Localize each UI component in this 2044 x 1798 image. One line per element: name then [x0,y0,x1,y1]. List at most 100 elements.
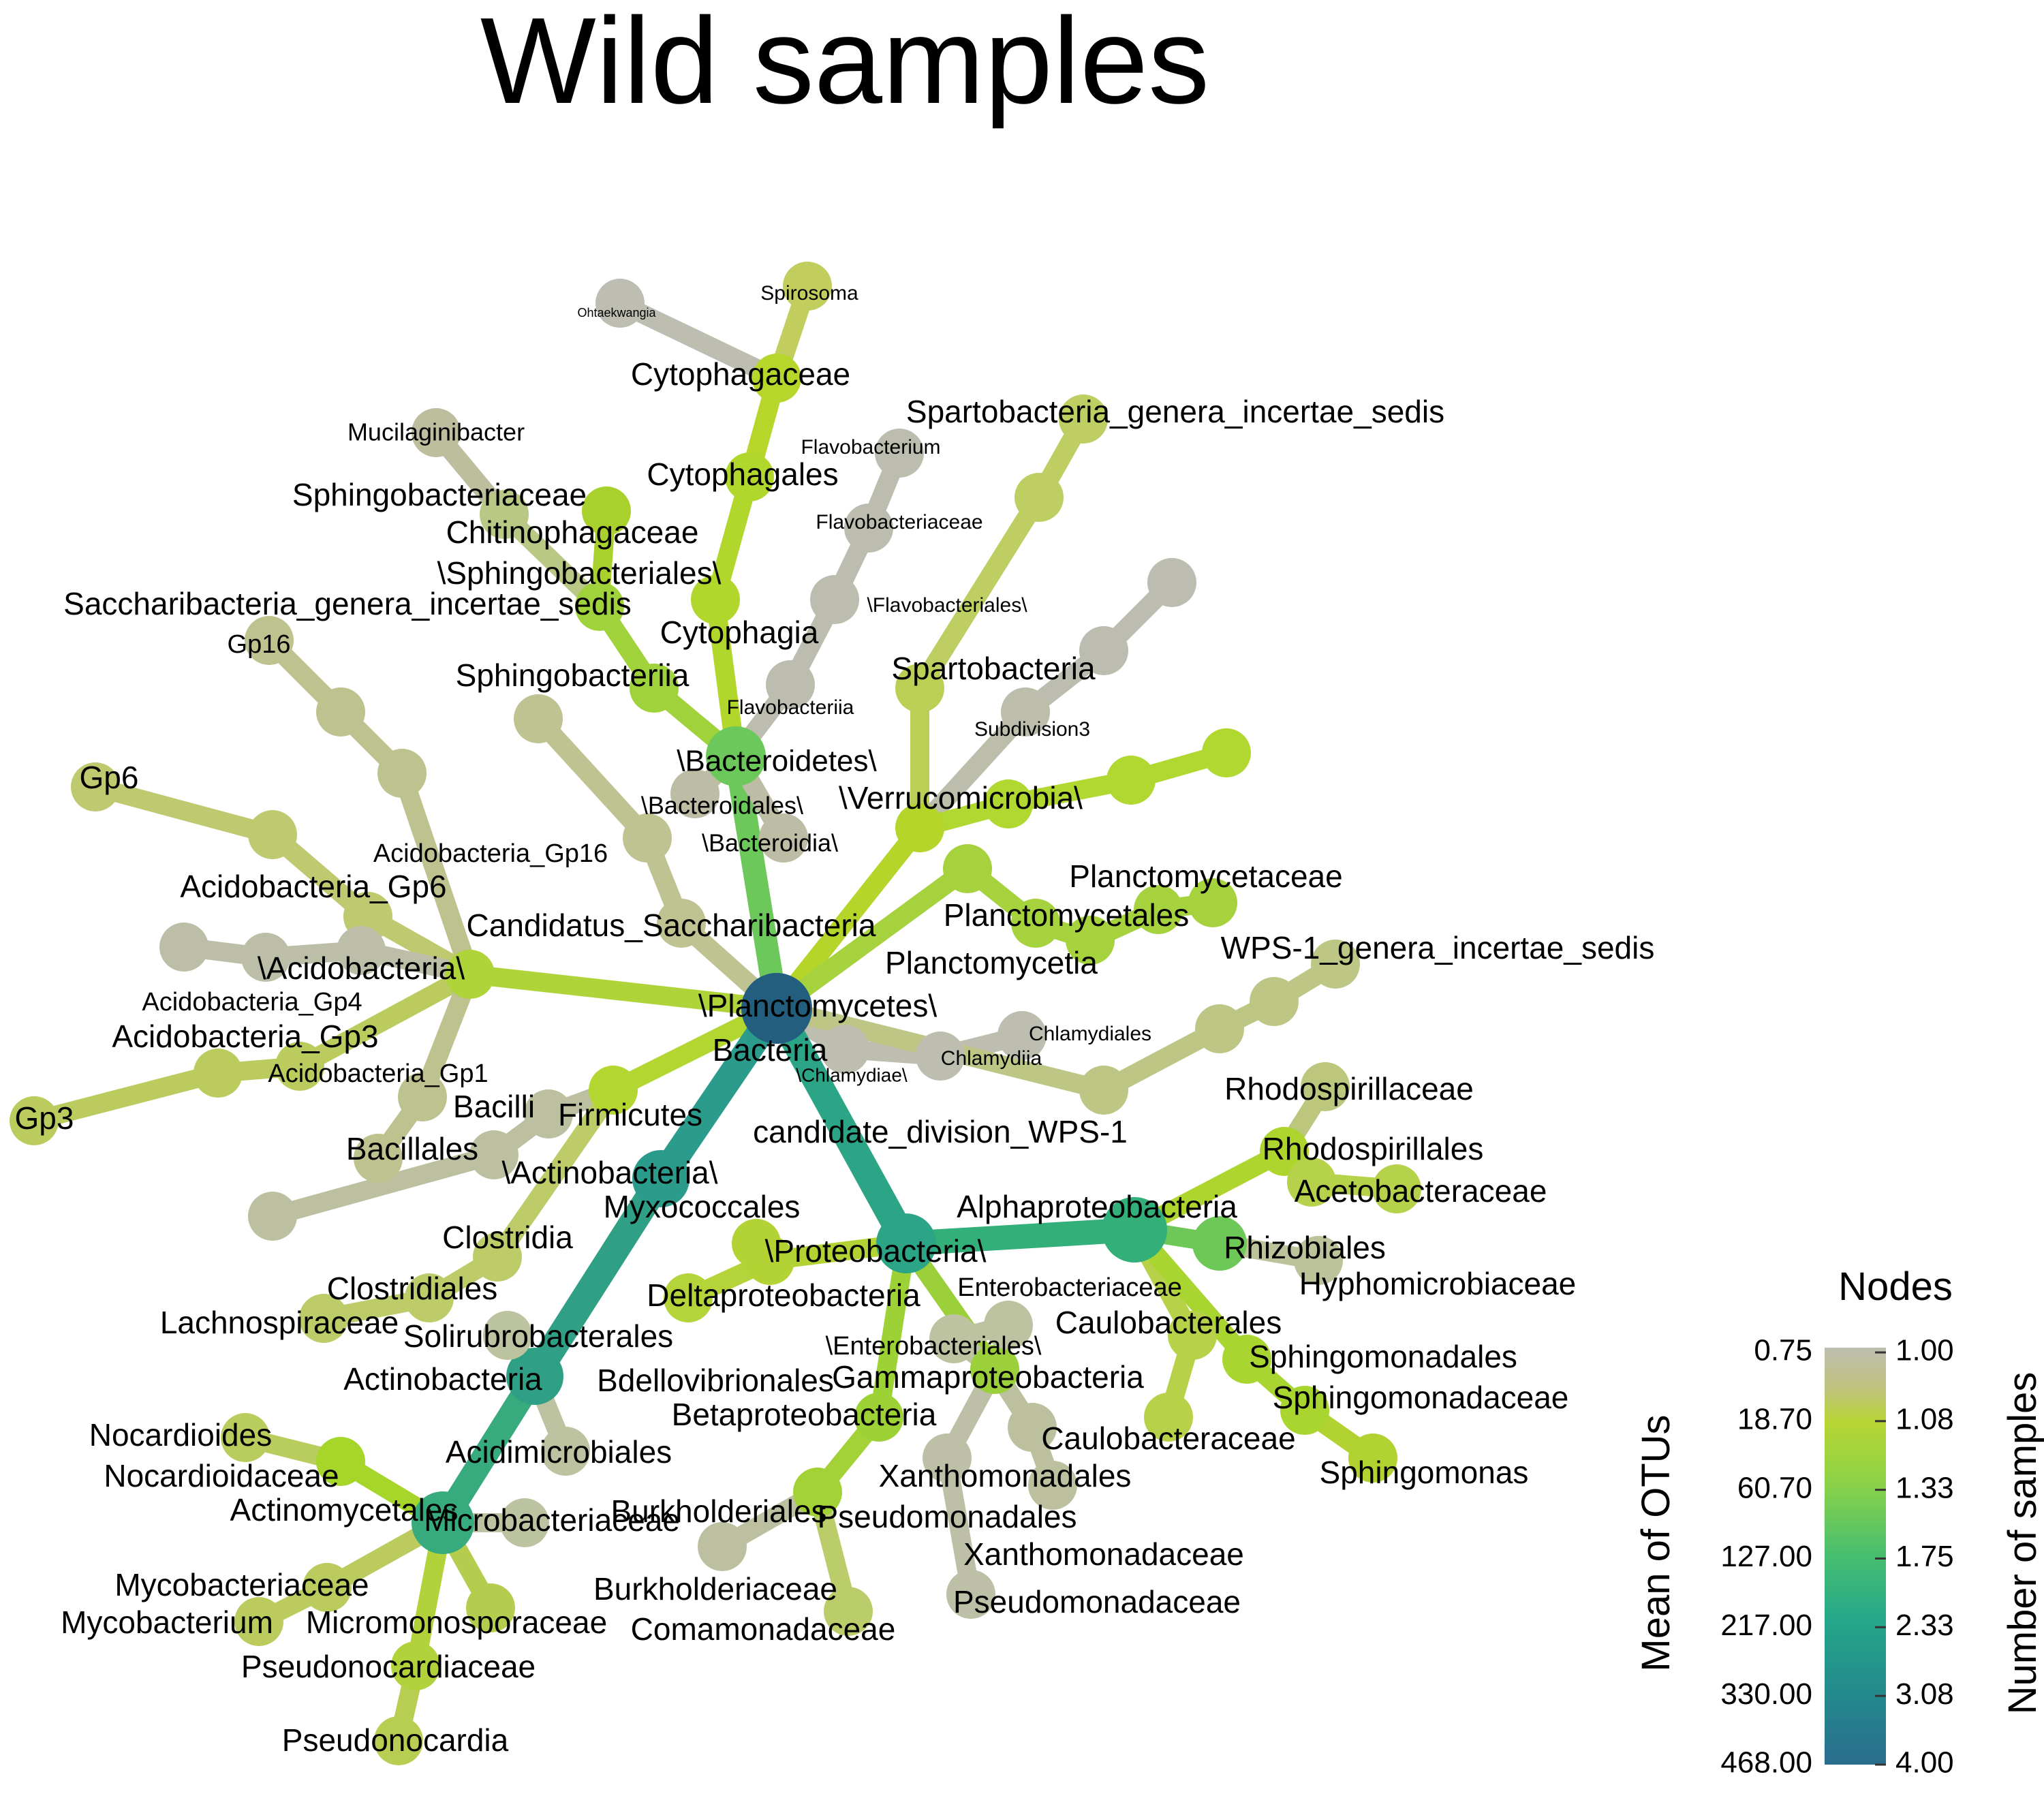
node-cytophagales [725,452,774,501]
label-burkholderiales: Burkholderiales [610,1493,826,1529]
label-pseudomonadales: Pseudomonadales [817,1499,1077,1534]
node-bacteroidetes [706,726,766,786]
labels-layer: Bacteria \Bacteroidetes\ \Bacteroidia\ \Bac… [15,282,1655,1758]
legend-right-axis-title: Number of samples [2000,1372,2044,1715]
label-alphaproteobacteria: Alphaproteobacteria [957,1189,1237,1224]
node-acidobacteria [446,950,495,999]
node-flavobacteriaceae [844,503,893,553]
legend-left-tick-0: 0.75 [1754,1334,1812,1367]
legend-title: Nodes [1838,1265,1953,1309]
node-pseudonocardiaceae [391,1641,440,1690]
label-rhodospirillaceae: Rhodospirillaceae [1224,1071,1474,1106]
node-mycobacterium [234,1597,283,1646]
edge-firmicutes-clostridia [488,1081,623,1267]
node-mucilaginibacter [412,408,461,457]
legend-left-tick-3: 127.00 [1720,1540,1812,1573]
node-alphaproteobacteria [1102,1197,1167,1262]
label-chlamydiales: Chlamydiales [1029,1023,1151,1045]
node-comamonadaceae [824,1587,873,1636]
node-chitinophagaceae [582,486,631,536]
edge-spartobacteria-sparto_extra1 [910,488,1049,698]
node-acidobacteria_gp4 [337,926,386,975]
label-bacilli: Bacilli [453,1089,535,1124]
legend-right-tick-6: 4.00 [1895,1746,1954,1780]
node-proteobacteria [876,1213,936,1273]
label-enterobacteriales: \Enterobacteriales\ [826,1332,1042,1361]
node-bacilli [524,1089,573,1138]
node-cytophagia [691,575,740,624]
legend-ticks-left: 0.75 18.70 60.70 127.00 217.00 330.00 468.00 [1720,1334,1812,1780]
label-proteobacteria: \Proteobacteria\ [765,1233,987,1269]
legend-gradient-bar [1825,1348,1886,1765]
node-solirubrobacterales [483,1311,532,1360]
label-wps1: candidate_division_WPS-1 [753,1114,1128,1149]
node-sacchar_extra1 [623,813,672,863]
label-microbacteriaceae: Microbacteriaceae [424,1502,680,1538]
node-gp1_extra1 [354,1134,403,1183]
node-xanthomonadales [1008,1403,1057,1452]
label-flavobacteriia: Flavobacteriia [727,696,854,719]
node-subdivision3 [1001,687,1050,737]
label-spartobacteria: Spartobacteria [891,651,1096,686]
label-pseudonocardiaceae: Pseudonocardiaceae [241,1649,536,1684]
node-gammaproteobacteria [970,1345,1019,1394]
label-verrucomicrobia: \Verrucomicrobia\ [839,780,1083,816]
node-betaproteobacteria [854,1393,903,1442]
label-saccharibacteria: Candidatus_Saccharibacteria [467,908,876,943]
node-caulobacteraceae [1144,1393,1193,1442]
edge-actinobacteria_phylum-actinobacteria [521,1165,675,1390]
node-sphingobacteriia [630,664,679,713]
node-flavobacteriia [766,660,815,709]
node-gp6 [71,762,120,811]
label-actinobacteria_phylum: \Actinobacteria\ [501,1155,717,1190]
node-chlamydiales [997,1011,1047,1060]
label-actinomycetales: Actinomycetales [230,1492,459,1528]
node-clostridiales [405,1273,454,1322]
node-acidobacteria_gp3 [275,1042,324,1091]
node-actinomycetales [412,1491,474,1554]
edge-bacteria-acidobacteria [461,965,786,1018]
label-pseudomonadaceae: Pseudomonadaceae [953,1584,1241,1619]
label-acidobacteria_gp6: Acidobacteria_Gp6 [180,869,446,904]
label-lachnospiraceae: Lachnospiraceae [160,1305,399,1340]
node-gp3_extra1 [193,1049,243,1098]
node-spirosoma [783,262,832,311]
edge-gp6_extra1-gp6 [86,777,282,844]
node-cytophagaceae [752,354,801,403]
label-ohtaekwangia: Ohtaekwangia [577,306,656,320]
node-gp16_extra1 [316,687,365,737]
edge-acidobacteria-acidobacteria_gp16 [392,764,480,984]
label-mycobacterium: Mycobacterium [61,1605,273,1640]
label-spirosoma: Spirosoma [760,282,858,305]
label-firmicutes: Firmicutes [558,1097,702,1132]
label-nocardioides: Nocardioides [89,1417,272,1453]
label-acidobacteria_gp4: Acidobacteria_Gp4 [142,988,362,1017]
node-clostridia [473,1233,522,1282]
node-bdellovibrionales [664,1273,713,1322]
node-planctomycetaceae [1134,885,1183,934]
label-comamonadaceae: Comamonadaceae [631,1611,896,1647]
node-ohtaekwangia [595,279,645,328]
node-xanthomonadaceae [1028,1461,1077,1510]
edge-bacteria-verrucomicrobia [767,818,929,1018]
label-flavobacteriaceae: Flavobacteriaceae [816,511,982,533]
edge-acidobacteria-acidobacteria_gp3 [290,965,480,1076]
node-wps_extra2 [1250,977,1299,1026]
label-pseudonocardia: Pseudonocardia [282,1722,509,1758]
node-bacteria [741,973,812,1044]
legend: Nodes Mean of OTUs Number of samples 0.7… [1634,1265,2044,1780]
node-wps_extra1 [1195,1004,1244,1053]
label-bdellovibrionales: Bdellovibrionales [597,1363,834,1398]
node-saccharibacteria_genera [514,694,563,743]
node-enterobacteriaceae [984,1301,1033,1350]
label-caulobacterales: Caulobacterales [1055,1305,1282,1340]
edge-cytophagaceae-ohtaekwangia [610,294,786,388]
label-flavobacteriales: \Flavobacteriales\ [867,594,1027,617]
node-sphingomonas [1348,1433,1397,1483]
node-rhodospirillaceae [1301,1062,1350,1111]
node-actinobacteria [506,1348,563,1405]
label-betaproteobacteria: Betaproteobacteria [672,1397,937,1432]
node-nocardioides [221,1413,270,1462]
node-verruco_extra2 [1106,756,1156,805]
